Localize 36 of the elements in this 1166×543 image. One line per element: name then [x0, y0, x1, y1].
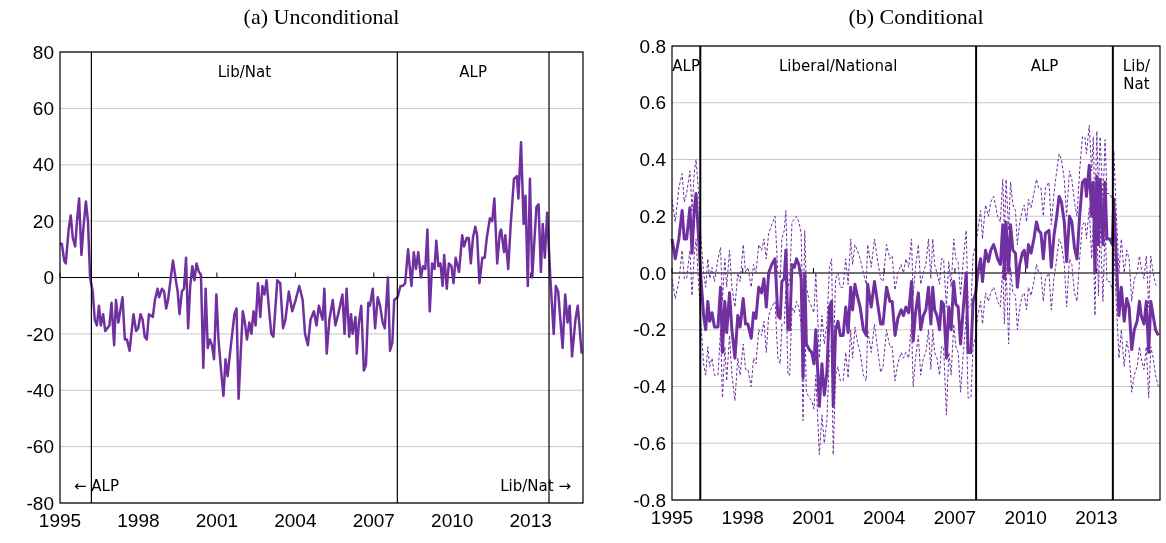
chart-title: (a) Unconditional [243, 4, 400, 29]
x-tick-label: 2001 [195, 510, 239, 531]
y-tick-label: 20 [32, 210, 54, 232]
annotation: Liberal/National [779, 57, 898, 76]
x-tick-label: 2007 [933, 507, 977, 528]
y-tick-label: 60 [32, 98, 54, 120]
y-tick-label: 0.0 [639, 262, 666, 284]
annotation: Lib/ Nat [1122, 57, 1151, 94]
y-tick-label: 0.4 [639, 149, 667, 171]
y-tick-label: 0.2 [639, 205, 666, 227]
y-tick-label: -0.2 [633, 319, 666, 341]
line-series [58, 140, 583, 400]
y-tick-label: 0.6 [639, 92, 666, 114]
x-tick-label: 2010 [431, 510, 474, 531]
y-tick-label: 40 [32, 154, 54, 176]
x-tick-label: 1998 [721, 507, 764, 528]
chart-title: (b) Conditional [848, 4, 984, 29]
x-tick-label: 2001 [792, 507, 835, 528]
y-tick-label: 0.8 [639, 35, 666, 57]
x-tick-label: 1998 [117, 510, 160, 531]
x-tick-label: 2004 [274, 510, 317, 531]
annotation: Lib/Nat [217, 63, 272, 82]
y-tick-label: -0.4 [633, 376, 667, 398]
y-tick-label: -20 [26, 323, 54, 345]
y-tick-label: -0.6 [633, 432, 666, 454]
x-tick-label: 2004 [863, 507, 906, 528]
x-tick-label: 2013 [509, 510, 552, 531]
x-tick-label: 2007 [352, 510, 395, 531]
y-tick-label: -40 [26, 379, 54, 401]
y-tick-label: -60 [26, 436, 54, 458]
annotation: ALP [1030, 57, 1059, 76]
x-tick-label: 2013 [1075, 507, 1118, 528]
y-tick-label: 0 [43, 267, 54, 289]
y-tick-label: 80 [32, 41, 54, 63]
x-tick-label: 2010 [1004, 507, 1047, 528]
annotation: ALP [459, 63, 488, 82]
